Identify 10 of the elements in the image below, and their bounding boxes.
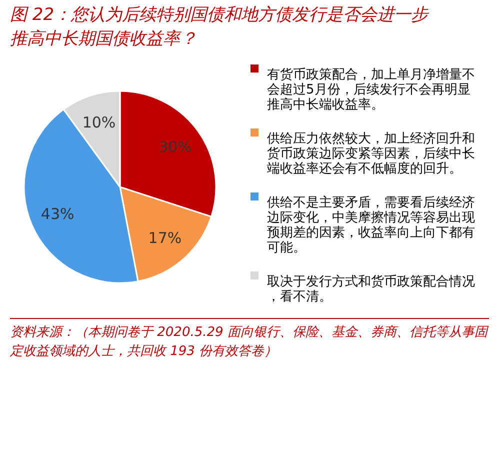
legend-label: 有货币政策配合，加上单月净增量不会超过5月份，后续发行不会再明显推高中长端收益率。 bbox=[267, 68, 475, 112]
data-label: 10% bbox=[82, 113, 116, 132]
data-label: 17% bbox=[148, 229, 182, 248]
chart-title: 图 22：您认为后续特别国债和地方债发行是否会进一步推高中长期国债收益率？ bbox=[10, 5, 430, 49]
data-label: 30% bbox=[158, 138, 192, 156]
legend-label: 取决于发行方式和货币政策配合情况，看不清。 bbox=[267, 274, 475, 304]
legend-label: 供给压力依然较大，加上经济回升和货币政策边际变紧等因素，后续中长端收益率还会有不低幅度的回升。 bbox=[267, 132, 475, 176]
legend-label: 供给不是主要矛盾，需要看后续经济边际变化，中美摩擦情况等容易出现预期差的因素，收益率向上向下都有可能。 bbox=[267, 194, 475, 256]
data-label: 43% bbox=[40, 205, 74, 224]
text: 资料来源：（本期问卷于 2020.5.29 面向银行、保险、基金、券商、信托等从事固定收益领域的人士，共回收 193 份有效答卷） bbox=[10, 318, 489, 361]
